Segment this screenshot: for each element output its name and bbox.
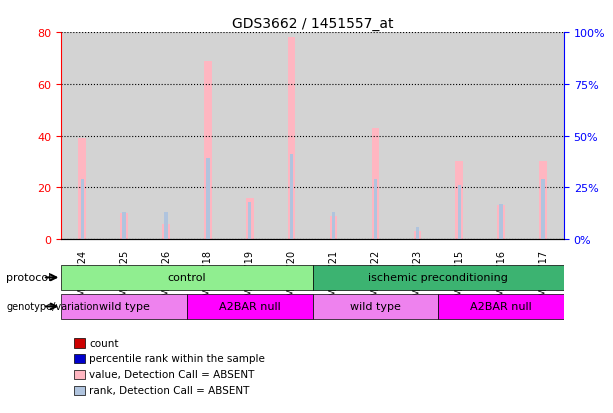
Text: control: control — [167, 273, 207, 283]
Bar — [354, 33, 397, 240]
Text: A2BAR null: A2BAR null — [470, 301, 532, 312]
Text: genotype/variation: genotype/variation — [6, 301, 99, 311]
Bar — [374, 180, 377, 240]
Bar — [162, 224, 170, 240]
Bar — [332, 213, 335, 240]
FancyBboxPatch shape — [61, 266, 313, 290]
Bar — [457, 186, 461, 240]
Bar — [500, 204, 503, 240]
Bar — [371, 128, 379, 240]
Bar — [246, 198, 254, 240]
Text: ischemic preconditioning: ischemic preconditioning — [368, 273, 508, 283]
FancyBboxPatch shape — [313, 266, 564, 290]
Bar — [397, 33, 438, 240]
FancyBboxPatch shape — [313, 294, 438, 319]
Bar — [414, 232, 421, 240]
Text: wild type: wild type — [99, 301, 150, 312]
Bar — [416, 227, 419, 240]
Bar — [271, 33, 313, 240]
Bar — [78, 139, 86, 240]
FancyBboxPatch shape — [187, 294, 313, 319]
Bar — [330, 216, 337, 240]
FancyBboxPatch shape — [438, 294, 564, 319]
Bar — [103, 33, 145, 240]
Bar — [438, 33, 480, 240]
Bar — [164, 213, 168, 240]
Bar — [497, 206, 505, 240]
Bar — [80, 180, 84, 240]
Bar — [455, 162, 463, 240]
Bar — [145, 33, 187, 240]
Bar — [288, 38, 295, 240]
Text: wild type: wild type — [350, 301, 401, 312]
Title: GDS3662 / 1451557_at: GDS3662 / 1451557_at — [232, 17, 394, 31]
Bar — [123, 213, 126, 240]
Bar — [522, 33, 564, 240]
Bar — [290, 155, 294, 240]
Bar — [313, 33, 354, 240]
Bar — [187, 33, 229, 240]
Text: value, Detection Call = ABSENT: value, Detection Call = ABSENT — [89, 369, 254, 379]
Text: rank, Detection Call = ABSENT: rank, Detection Call = ABSENT — [89, 385, 249, 395]
Text: A2BAR null: A2BAR null — [219, 301, 281, 312]
Bar — [229, 33, 271, 240]
Text: protocol: protocol — [6, 273, 51, 282]
Bar — [539, 162, 547, 240]
Bar — [204, 62, 211, 240]
Bar — [480, 33, 522, 240]
Bar — [61, 33, 103, 240]
Bar — [120, 214, 128, 240]
Text: count: count — [89, 338, 118, 348]
FancyBboxPatch shape — [61, 294, 187, 319]
Bar — [206, 159, 210, 240]
Bar — [541, 180, 545, 240]
Bar — [248, 202, 251, 240]
Text: percentile rank within the sample: percentile rank within the sample — [89, 354, 265, 363]
